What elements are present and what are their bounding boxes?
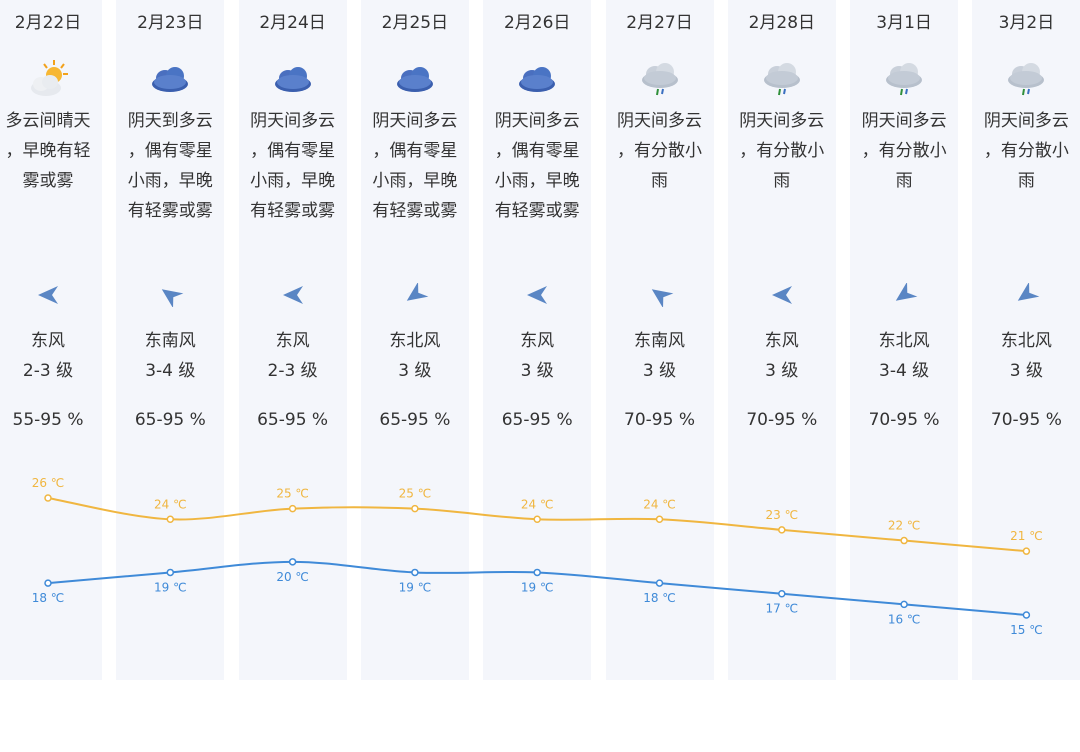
day-date: 3月1日 <box>876 13 932 33</box>
wind-direction: 东风 <box>31 331 65 351</box>
wind-level: 2-3 级 <box>22 361 74 381</box>
wind-level: 3 级 <box>1009 361 1043 381</box>
wind-direction: 东风 <box>275 331 310 351</box>
day-column: 2月27日阴天间多云 ，有分散小雨东南风 3 级 70-95 % <box>605 0 714 680</box>
humidity: 65-95 % <box>379 410 451 430</box>
day-date: 2月24日 <box>259 13 326 33</box>
light-rain-icon <box>882 58 926 102</box>
wind-arrow-northeast-icon <box>401 281 429 307</box>
wind-level: 3 级 <box>398 361 432 381</box>
weather-description: 阴天间多云 ，有分散小雨 <box>617 111 702 191</box>
humidity: 55-95 % <box>12 410 84 430</box>
day-date: 2月28日 <box>748 13 816 33</box>
humidity: 70-95 % <box>868 410 940 430</box>
wind-direction: 东风 <box>520 331 555 351</box>
humidity: 70-95 % <box>624 410 695 430</box>
weather-description: 阴天间多云 ，偶有零星 小雨，早晚 有轻雾或雾 <box>372 111 458 221</box>
overcast-icon <box>271 58 315 102</box>
day-column: 3月2日阴天间多云 ，有分散小雨东北风 3 级 70-95 % <box>972 0 1080 680</box>
overcast-icon <box>393 58 437 102</box>
light-rain-icon <box>638 58 682 102</box>
day-date: 2月26日 <box>503 13 571 33</box>
day-column: 2月26日阴天间多云 ，偶有零星 小雨，早晚 有轻雾或雾东风 3 级 65-95 % <box>483 0 592 680</box>
day-column: 3月1日阴天间多云 ，有分散小雨东北风 3-4 级 70-95 % <box>850 0 959 680</box>
weather-description: 阴天间多云 ，偶有零星 小雨，早晚 有轻雾或雾 <box>494 111 580 221</box>
wind-arrow-east-icon <box>34 283 62 307</box>
wind-arrow-northeast-icon <box>890 281 918 307</box>
wind-level: 2-3 级 <box>267 361 318 381</box>
day-date: 2月22日 <box>14 13 82 33</box>
weather-description: 阴天间多云 ，有分散小雨 <box>861 111 947 191</box>
weather-description: 阴天到多云 ，偶有零星 小雨，早晚 有轻雾或雾 <box>127 111 213 221</box>
wind-arrow-southeast-icon <box>646 283 674 309</box>
wind-direction: 东北风 <box>389 331 441 351</box>
day-date: 2月27日 <box>626 13 693 33</box>
wind-arrow-east-icon <box>768 283 796 307</box>
day-date: 2月25日 <box>381 13 449 33</box>
overcast-icon <box>148 58 192 102</box>
wind-arrow-east-icon <box>279 283 307 307</box>
wind-arrow-east-icon <box>523 283 551 307</box>
wind-direction: 东北风 <box>1000 331 1052 351</box>
wind-level: 3 级 <box>520 361 554 381</box>
day-date: 3月2日 <box>998 13 1055 33</box>
light-rain-icon <box>1004 58 1048 102</box>
wind-direction: 东风 <box>764 331 799 351</box>
wind-direction: 东南风 <box>634 331 685 351</box>
day-column: 2月22日多云间晴天 ，早晚有轻 雾或雾东风 2-3 级 55-95 % <box>0 0 102 680</box>
weather-description: 阴天间多云 ，有分散小雨 <box>739 111 825 191</box>
humidity: 70-95 % <box>990 410 1062 430</box>
day-column: 2月24日阴天间多云 ，偶有零星 小雨，早晚 有轻雾或雾东风 2-3 级 65-95 % <box>238 0 347 680</box>
forecast-columns: 2月22日多云间晴天 ，早晚有轻 雾或雾东风 2-3 级 55-95 % 2月23日阴天到… <box>0 0 1080 680</box>
overcast-icon <box>515 58 559 102</box>
day-date: 2月23日 <box>137 13 204 33</box>
weather-description: 阴天间多云 ，偶有零星 小雨，早晚 有轻雾或雾 <box>250 111 336 221</box>
day-column: 2月28日阴天间多云 ，有分散小雨东风 3 级 70-95 % <box>727 0 836 680</box>
weather-description: 阴天间多云 ，有分散小雨 <box>983 111 1069 191</box>
wind-level: 3 级 <box>642 361 677 381</box>
wind-direction: 东北风 <box>878 331 930 351</box>
wind-level: 3 级 <box>765 361 799 381</box>
weather-description: 多云间晴天 ，早晚有轻 雾或雾 <box>5 111 91 191</box>
wind-arrow-southeast-icon <box>156 283 184 309</box>
wind-level: 3-4 级 <box>145 361 196 381</box>
partly-sunny-icon <box>26 58 70 102</box>
light-rain-icon <box>760 58 804 102</box>
day-column: 2月25日阴天间多云 ，偶有零星 小雨，早晚 有轻雾或雾东北风 3 级 65-95 % <box>360 0 469 680</box>
humidity: 65-95 % <box>257 410 329 430</box>
day-column: 2月23日阴天到多云 ，偶有零星 小雨，早晚 有轻雾或雾东南风 3-4 级 65-95 % <box>116 0 225 680</box>
wind-level: 3-4 级 <box>879 361 930 381</box>
humidity: 65-95 % <box>134 410 206 430</box>
humidity: 65-95 % <box>501 410 573 430</box>
wind-direction: 东南风 <box>144 331 196 351</box>
wind-arrow-northeast-icon <box>1012 281 1040 307</box>
humidity: 70-95 % <box>746 410 818 430</box>
